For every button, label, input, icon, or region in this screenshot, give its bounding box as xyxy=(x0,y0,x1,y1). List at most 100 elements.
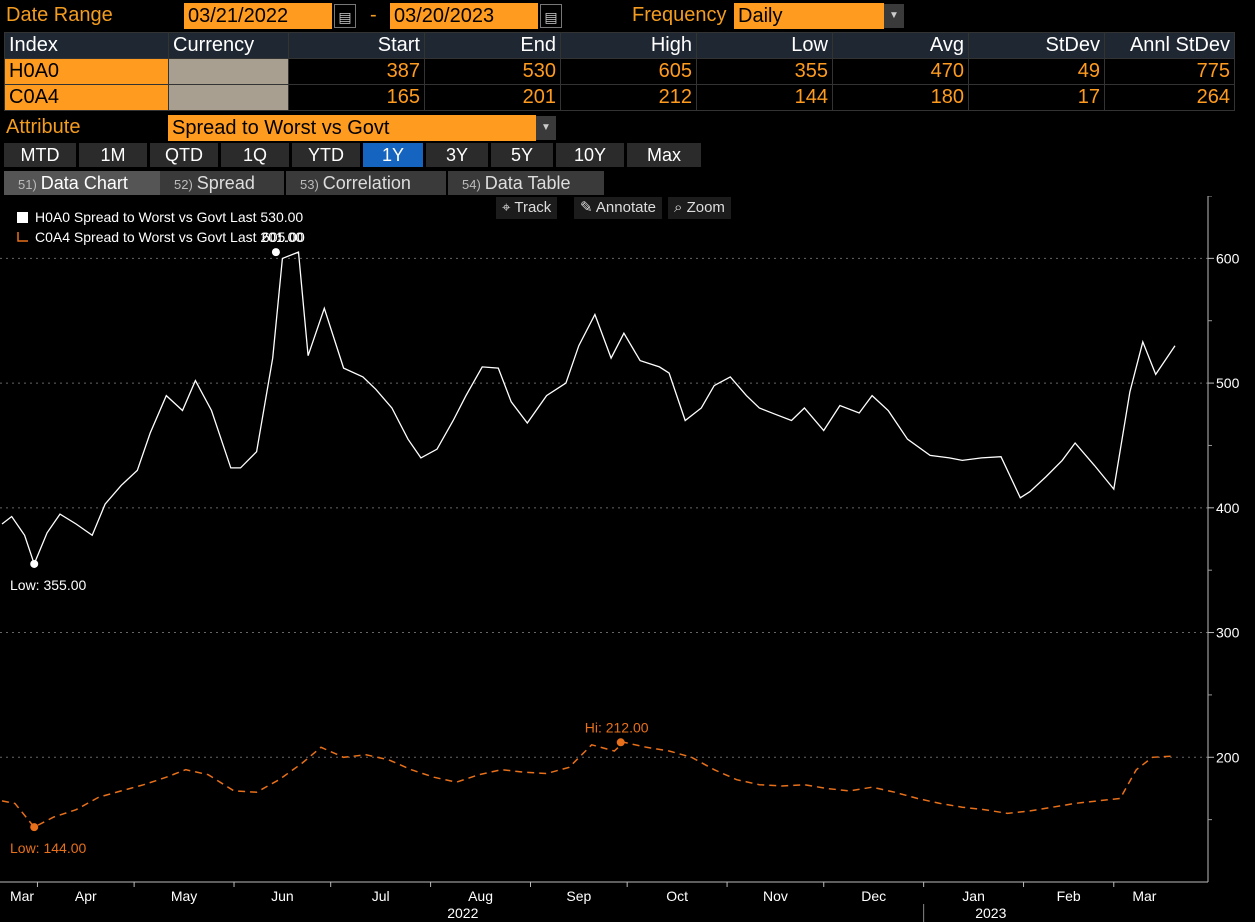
avg-cell: 470 xyxy=(832,58,969,85)
tab-correlation[interactable]: 53) Correlation xyxy=(286,171,446,195)
annl-stdev-cell: 264 xyxy=(1104,84,1235,111)
col-low: Low xyxy=(696,32,833,59)
legend-swatch-c0a4 xyxy=(17,232,28,242)
tab-data-chart[interactable]: 51) Data Chart xyxy=(4,171,160,195)
period-5y[interactable]: 5Y xyxy=(491,143,553,167)
annotation-marker xyxy=(271,248,280,257)
y-axis-ticks: 200 300 400 500 600 xyxy=(1208,196,1240,821)
col-start: Start xyxy=(288,32,425,59)
series-line-h0a0 xyxy=(1,251,1176,566)
y-tick-label: 400 xyxy=(1216,500,1240,516)
low-cell: 144 xyxy=(696,84,833,111)
attribute-dropdown-icon[interactable]: ▼ xyxy=(536,116,556,140)
start-date-field[interactable]: 03/21/2022 xyxy=(184,3,332,29)
chart-grid xyxy=(0,257,1208,758)
index-cell[interactable]: H0A0 xyxy=(4,58,169,85)
table-row[interactable]: H0A0 387 530 605 355 470 49 775 xyxy=(4,58,1235,85)
col-high: High xyxy=(560,32,697,59)
series-line-c0a4 xyxy=(1,741,1176,829)
x-axis-ticks: Mar Apr May Jun Jul Aug Sep Oct Nov Dec Jan Feb Mar 2… xyxy=(10,882,1157,922)
period-max[interactable]: Max xyxy=(627,143,701,167)
col-end: End xyxy=(424,32,561,59)
index-cell[interactable]: C0A4 xyxy=(4,84,169,111)
stdev-cell: 17 xyxy=(968,84,1105,111)
annotation-marker xyxy=(30,559,39,568)
track-tool[interactable]: ⌖ Track xyxy=(496,197,558,219)
tab-num: 54) xyxy=(462,177,481,192)
x-tick-label: Feb xyxy=(1057,888,1081,904)
period-ytd[interactable]: YTD xyxy=(292,143,360,167)
currency-cell[interactable] xyxy=(168,84,289,111)
frequency-dropdown-icon[interactable]: ▼ xyxy=(884,4,904,28)
end-date-field[interactable]: 03/20/2023 xyxy=(390,3,538,29)
y-tick-label: 200 xyxy=(1216,749,1240,765)
currency-cell[interactable] xyxy=(168,58,289,85)
annotation-marker xyxy=(616,738,625,747)
table-row[interactable]: C0A4 165 201 212 144 180 17 264 xyxy=(4,84,1235,111)
stats-table: Index Currency Start End High Low Avg St… xyxy=(4,32,1235,111)
period-3y[interactable]: 3Y xyxy=(426,143,488,167)
period-1y[interactable]: 1Y xyxy=(363,143,423,167)
legend-c0a4: C0A4 Spread to Worst vs Govt Last 201.00 xyxy=(35,229,303,245)
tab-label: Data Table xyxy=(484,173,571,193)
zoom-label: Zoom xyxy=(686,199,725,216)
annotation-label: Hi: 212.00 xyxy=(585,719,649,735)
start-cell: 165 xyxy=(288,84,425,111)
period-1q[interactable]: 1Q xyxy=(221,143,289,167)
legend-swatch-h0a0 xyxy=(17,212,28,223)
zoom-tool[interactable]: ⌕ Zoom xyxy=(668,197,731,219)
annl-stdev-cell: 775 xyxy=(1104,58,1235,85)
x-tick-label: Dec xyxy=(861,888,886,904)
tab-data-table[interactable]: 54) Data Table xyxy=(448,171,604,195)
y-tick-label: 600 xyxy=(1216,250,1240,266)
end-calendar-icon[interactable]: ▤ xyxy=(540,4,562,28)
x-year-label: 2023 xyxy=(975,905,1006,921)
period-mtd[interactable]: MTD xyxy=(4,143,76,167)
frequency-select[interactable]: Daily xyxy=(734,3,884,29)
attribute-select[interactable]: Spread to Worst vs Govt xyxy=(168,115,536,141)
y-tick-label: 300 xyxy=(1216,625,1240,641)
x-tick-label: Mar xyxy=(1132,888,1156,904)
annotation-label: Low: 355.00 xyxy=(10,577,86,593)
annotate-label: Annotate xyxy=(595,199,656,216)
x-tick-label: May xyxy=(171,888,197,904)
tab-spread[interactable]: 52) Spread xyxy=(160,171,284,195)
line-chart[interactable]: 200 300 400 500 600 Mar Apr May Jun Jul Aug Sep Oct… xyxy=(0,196,1255,922)
x-year-label: 2022 xyxy=(447,905,478,921)
annotation-marker xyxy=(30,823,39,832)
start-cell: 387 xyxy=(288,58,425,85)
chart-legend: H0A0 Spread to Worst vs Govt Last 530.00… xyxy=(17,209,303,245)
end-cell: 530 xyxy=(424,58,561,85)
low-cell: 355 xyxy=(696,58,833,85)
annotation-label: Low: 144.00 xyxy=(10,840,86,856)
annotation-label: 605.00 xyxy=(262,229,305,245)
y-tick-label: 500 xyxy=(1216,375,1240,391)
tab-num: 52) xyxy=(174,177,193,192)
avg-cell: 180 xyxy=(832,84,969,111)
date-separator: - xyxy=(370,4,377,26)
tab-num: 53) xyxy=(300,177,319,192)
col-stdev: StDev xyxy=(968,32,1105,59)
tab-num: 51) xyxy=(18,177,37,192)
date-range-label: Date Range xyxy=(6,4,113,26)
period-10y[interactable]: 10Y xyxy=(556,143,624,167)
col-index: Index xyxy=(4,32,169,59)
crosshair-icon: ⌖ xyxy=(502,199,511,216)
col-annl-stdev: Annl StDev xyxy=(1104,32,1235,59)
annotate-tool[interactable]: ✎ Annotate xyxy=(574,197,662,219)
col-avg: Avg xyxy=(832,32,969,59)
x-tick-label: Mar xyxy=(10,888,34,904)
start-calendar-icon[interactable]: ▤ xyxy=(334,4,356,28)
magnifier-icon: ⌕ xyxy=(674,199,683,216)
frequency-label: Frequency xyxy=(632,4,727,26)
attribute-label: Attribute xyxy=(6,116,81,138)
x-tick-label: Jul xyxy=(372,888,390,904)
pencil-icon: ✎ xyxy=(580,199,593,216)
period-qtd[interactable]: QTD xyxy=(150,143,218,167)
high-cell: 605 xyxy=(560,58,697,85)
x-tick-label: Oct xyxy=(666,888,688,904)
tab-label: Correlation xyxy=(322,173,411,193)
legend-h0a0: H0A0 Spread to Worst vs Govt Last 530.00 xyxy=(35,209,303,225)
period-1m[interactable]: 1M xyxy=(79,143,147,167)
x-tick-label: Jan xyxy=(962,888,985,904)
